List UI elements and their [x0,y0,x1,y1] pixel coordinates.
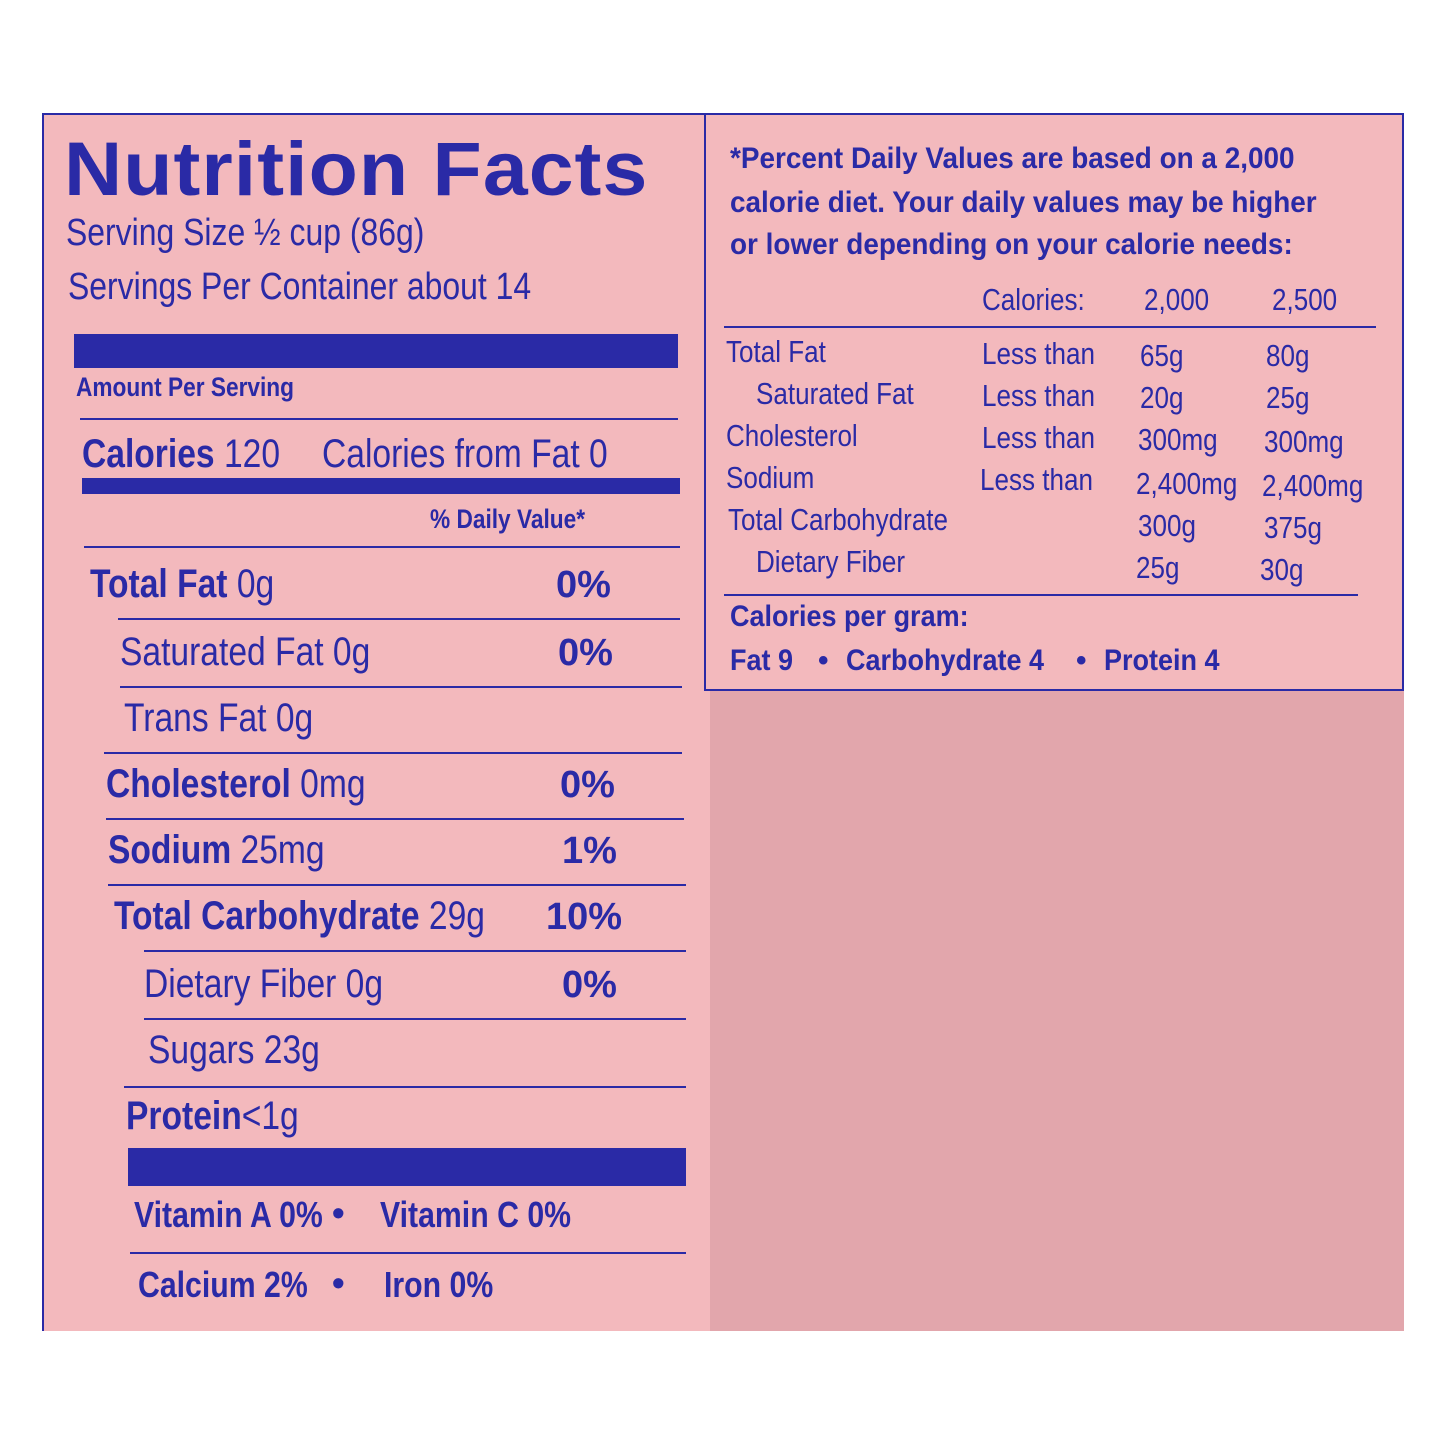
calories-row: Calories 120 [82,432,281,476]
dv-row-name: Dietary Fiber [756,544,906,579]
divider [84,546,680,548]
pct-dietary-fiber: 0% [562,964,617,1006]
dv-row-name: Total Fat [726,334,826,369]
thick-divider-top [74,334,678,368]
thick-divider-bottom [128,1148,686,1186]
divider [104,752,682,754]
nutrient-sodium: Sodium 25mg [108,828,325,872]
medium-divider [82,478,680,494]
calories-col-label: Calories: [982,282,1085,317]
dv-row-v1: 300g [1138,508,1196,543]
dv-row-v1: 20g [1140,380,1184,415]
dv-row-v1: 300mg [1138,422,1218,457]
dv-row-v1: 25g [1136,550,1180,585]
vitamin-c: Vitamin C 0% [380,1194,572,1235]
vitamin-a: Vitamin A 0% [134,1194,323,1235]
calories-per-gram: Calories per gram: [730,600,969,633]
pct-cholesterol: 0% [560,764,615,806]
daily-value-header: % Daily Value* [430,504,586,534]
serving-size: Serving Size ½ cup (86g) [66,212,425,254]
dv-row-cond: Less than [980,462,1093,497]
dv-row-v2: 80g [1266,338,1310,373]
nutrient-total-carbohydrate: Total Carbohydrate 29g [114,894,485,938]
nutrient-cholesterol: Cholesterol 0mg [106,762,366,806]
dv-row-v2: 25g [1266,380,1310,415]
divider [724,326,1376,328]
nutrient-sugars: Sugars 23g [148,1028,320,1072]
nutrient-total-fat: Total Fat 0g [90,562,275,606]
divider [108,884,686,886]
macro-carbohydrate: Carbohydrate 4 [846,644,1045,677]
nutrition-panel [42,113,710,1331]
footnote-line-1: *Percent Daily Values are based on a 2,0… [730,142,1295,175]
iron: Iron 0% [384,1264,494,1305]
dv-row-v2: 30g [1260,552,1304,587]
dv-row-name: Cholesterol [726,418,858,453]
bullet: • [332,1262,345,1303]
panel-title: Nutrition Facts [64,127,649,212]
pct-sodium: 1% [562,830,617,872]
bullet: • [332,1192,345,1233]
dv-row-v1: 2,400mg [1136,466,1238,501]
nutrient-dietary-fiber: Dietary Fiber 0g [144,962,384,1006]
dv-row-v2: 300mg [1264,424,1344,459]
divider [106,818,684,820]
footnote-line-3: or lower depending on your calorie needs… [730,228,1293,261]
dv-row-v2: 375g [1264,510,1322,545]
bullet: • [818,644,829,677]
col-2500: 2,500 [1272,282,1338,317]
divider [724,594,1358,596]
macro-protein: Protein 4 [1104,644,1220,677]
bullet: • [1076,644,1087,677]
pct-total-fat: 0% [556,564,611,606]
divider [118,618,680,620]
pct-saturated-fat: 0% [558,632,613,674]
divider [130,1252,686,1254]
dv-row-name: Total Carbohydrate [728,502,949,537]
dv-row-name: Saturated Fat [756,376,914,411]
servings-per-container: Servings Per Container about 14 [68,266,532,308]
pct-total-carbohydrate: 10% [546,896,623,938]
dv-row-name: Sodium [726,460,815,495]
dv-row-cond: Less than [982,378,1095,413]
col-2000: 2,000 [1144,282,1210,317]
amount-per-serving: Amount Per Serving [76,372,295,402]
divider [144,950,686,952]
dv-row-v1: 65g [1140,338,1184,373]
macro-fat: Fat 9 [730,644,794,677]
calcium: Calcium 2% [138,1264,308,1305]
dv-row-cond: Less than [982,420,1095,455]
dv-row-v2: 2,400mg [1262,468,1364,503]
nutrient-trans-fat: Trans Fat 0g [124,696,314,740]
nutrient-protein: Protein<1g [126,1094,299,1138]
divider [80,418,678,420]
divider [124,1086,686,1088]
divider [120,686,682,688]
dv-row-cond: Less than [982,336,1095,371]
footnote-line-2: calorie diet. Your daily values may be h… [730,186,1317,219]
divider [144,1018,686,1020]
nutrient-saturated-fat: Saturated Fat 0g [120,630,371,674]
calories-from-fat: Calories from Fat 0 [322,432,608,476]
